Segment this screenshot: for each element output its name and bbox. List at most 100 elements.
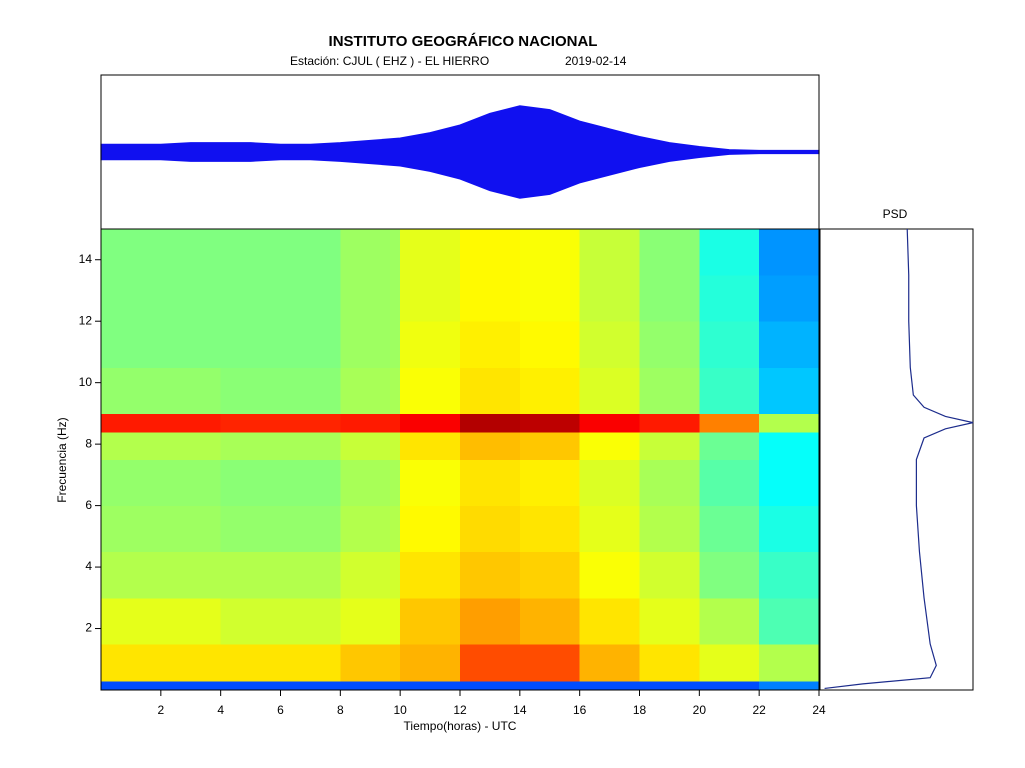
heatmap-cell xyxy=(400,229,461,276)
heatmap-cell xyxy=(160,551,222,599)
heatmap-cell xyxy=(280,505,341,553)
heatmap-cell xyxy=(759,597,820,645)
heatmap-cell xyxy=(280,229,341,276)
heatmap-cell xyxy=(759,413,820,433)
x-tick-label: 8 xyxy=(337,703,344,717)
heatmap-cell xyxy=(519,459,581,507)
y-tick-label: 8 xyxy=(85,436,92,450)
heatmap-cell xyxy=(519,597,581,645)
heatmap-cell xyxy=(579,597,640,645)
heatmap-cell xyxy=(699,505,760,553)
heatmap-cell xyxy=(759,229,820,276)
heatmap-cell xyxy=(400,597,461,645)
heatmap-cell xyxy=(639,229,700,276)
heatmap-cell xyxy=(220,413,281,433)
heatmap-cell xyxy=(160,643,222,682)
heatmap-cell xyxy=(101,597,162,645)
x-tick-label: 24 xyxy=(812,703,826,717)
heatmap-cell xyxy=(160,459,222,507)
heatmap-cell xyxy=(639,459,700,507)
heatmap-cell xyxy=(699,431,760,460)
heatmap-cell xyxy=(340,505,401,553)
x-tick-label: 12 xyxy=(453,703,467,717)
heatmap-cell xyxy=(280,680,341,691)
heatmap-cell xyxy=(460,321,521,368)
heatmap-cell xyxy=(699,275,760,322)
heatmap-cell xyxy=(340,413,401,433)
heatmap-cell xyxy=(220,643,281,682)
heatmap-cell xyxy=(460,551,521,599)
heatmap-cell xyxy=(220,229,281,276)
heatmap-cell xyxy=(579,680,640,691)
heatmap-cell xyxy=(340,431,401,460)
x-tick-label: 6 xyxy=(277,703,284,717)
psd-frame xyxy=(819,228,974,691)
heatmap-cell xyxy=(519,505,581,553)
heatmap-cell xyxy=(101,459,162,507)
heatmap-cell xyxy=(579,551,640,599)
heatmap-cell xyxy=(519,275,581,322)
heatmap-cell xyxy=(519,413,581,433)
heatmap-cell xyxy=(220,459,281,507)
heatmap-cell xyxy=(340,459,401,507)
heatmap-cell xyxy=(639,680,700,691)
heatmap-cell xyxy=(460,275,521,322)
heatmap-cell xyxy=(519,431,581,460)
heatmap-cell xyxy=(460,505,521,553)
heatmap-cell xyxy=(220,431,281,460)
heatmap-cell xyxy=(579,643,640,682)
heatmap-cell xyxy=(160,413,222,433)
heatmap-cell xyxy=(340,680,401,691)
heatmap-cell xyxy=(340,229,401,276)
heatmap-cell xyxy=(639,275,700,322)
heatmap-cell xyxy=(220,321,281,368)
heatmap-cell xyxy=(579,275,640,322)
heatmap-cell xyxy=(460,413,521,433)
heatmap-cell xyxy=(639,413,700,433)
heatmap-cell xyxy=(400,643,461,682)
heatmap-cell xyxy=(220,505,281,553)
heatmap-cell xyxy=(160,321,222,368)
heatmap-cell xyxy=(759,551,820,599)
heatmap-cell xyxy=(579,431,640,460)
heatmap-cell xyxy=(400,459,461,507)
heatmap-cell xyxy=(699,413,760,433)
heatmap-cell xyxy=(160,229,222,276)
heatmap-cell xyxy=(400,367,461,414)
heatmap-cell xyxy=(639,367,700,414)
heatmap-cell xyxy=(460,680,521,691)
heatmap-cell xyxy=(699,459,760,507)
heatmap-cell xyxy=(101,367,162,414)
heatmap-cell xyxy=(759,431,820,460)
station-label: Estación: CJUL ( EHZ ) - EL HIERRO xyxy=(290,54,489,68)
heatmap-cell xyxy=(759,275,820,322)
heatmap-cell xyxy=(759,459,820,507)
heatmap-cell xyxy=(400,321,461,368)
heatmap-cell xyxy=(160,431,222,460)
heatmap-cell xyxy=(220,680,281,691)
heatmap-cell xyxy=(699,597,760,645)
heatmap-cell xyxy=(280,643,341,682)
heatmap-cell xyxy=(699,643,760,682)
x-tick-label: 18 xyxy=(633,703,647,717)
heatmap-cell xyxy=(639,431,700,460)
heatmap-cell xyxy=(460,367,521,414)
x-tick-label: 22 xyxy=(752,703,766,717)
heatmap-cell xyxy=(699,680,760,691)
heatmap-cell xyxy=(160,367,222,414)
heatmap-cell xyxy=(101,643,162,682)
heatmap-cell xyxy=(400,551,461,599)
heatmap-cell xyxy=(101,431,162,460)
heatmap-cell xyxy=(759,505,820,553)
heatmap-cell xyxy=(759,367,820,414)
psd-title: PSD xyxy=(883,207,908,221)
heatmap-cell xyxy=(579,459,640,507)
x-tick-label: 10 xyxy=(393,703,407,717)
seismogram-envelope xyxy=(100,105,820,199)
heatmap-cell xyxy=(699,367,760,414)
heatmap-cell xyxy=(340,321,401,368)
heatmap-cell xyxy=(340,275,401,322)
heatmap-cell xyxy=(579,413,640,433)
heatmap-cell xyxy=(639,643,700,682)
y-tick-label: 4 xyxy=(85,559,92,573)
